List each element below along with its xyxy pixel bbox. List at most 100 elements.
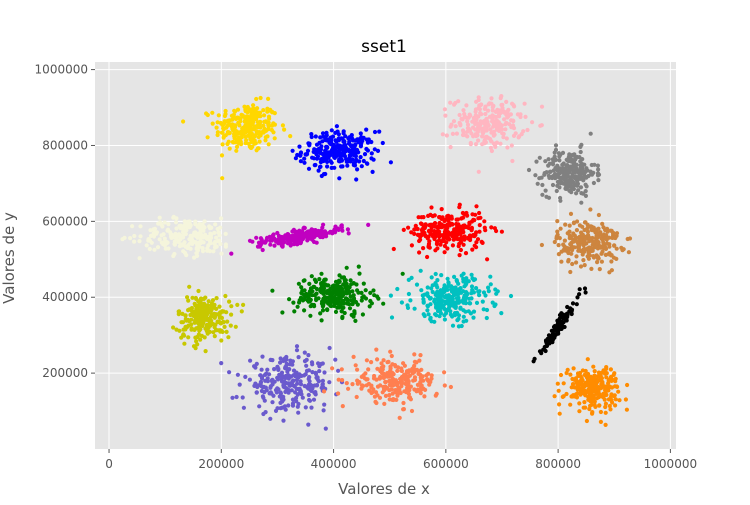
data-point [307,379,312,384]
data-point [579,200,584,205]
data-point [346,386,351,391]
data-point [253,381,258,386]
data-point [408,384,413,389]
data-point [504,99,509,104]
data-point [206,310,211,315]
data-point [325,164,330,169]
data-point [183,313,188,318]
data-point [543,159,548,164]
data-point [300,395,305,400]
data-point [354,157,359,162]
data-point [589,402,594,407]
data-point [286,403,291,408]
data-point [235,302,240,307]
data-point [265,379,270,384]
data-point [381,358,386,363]
data-point [556,243,561,248]
data-point [583,182,588,187]
data-point [418,380,423,385]
data-point [456,244,461,249]
data-point [577,401,582,406]
data-point [562,324,567,330]
data-point [197,231,202,236]
data-point [585,377,591,382]
data-point [419,367,424,372]
data-point [504,120,509,125]
data-point [219,338,224,343]
data-point [361,281,366,286]
data-point [474,286,479,291]
data-point [609,253,614,258]
data-point [539,242,545,248]
data-point [381,375,386,380]
data-point [599,259,605,264]
data-point [352,309,357,314]
data-point [569,385,574,390]
data-point [468,301,473,306]
data-point [183,231,188,237]
data-point [518,112,523,117]
data-point [226,131,231,136]
data-point [557,313,563,318]
data-point [482,137,487,142]
data-point [307,281,312,286]
data-point [460,128,466,133]
data-point [288,243,293,248]
data-point [404,388,409,393]
data-point [314,375,319,380]
data-point [466,115,471,120]
data-point [550,328,556,333]
data-point [321,300,326,306]
data-point [435,285,440,290]
data-point [613,397,618,402]
data-point [184,253,189,258]
data-point [558,372,564,378]
data-point [450,323,456,328]
data-point [364,161,369,166]
data-point [476,124,481,130]
data-point [313,279,319,284]
data-point [474,300,480,305]
data-point [306,353,311,358]
data-point [231,140,236,145]
data-point [468,140,473,146]
data-point [399,300,404,305]
data-point [305,298,310,303]
data-point [474,245,479,250]
data-point [521,129,526,134]
data-point [475,121,480,126]
data-point [588,245,593,250]
chart-title: sset1 [361,37,407,57]
data-point [614,231,620,236]
data-point [445,246,450,251]
data-point [623,397,629,402]
data-point [248,358,253,363]
data-point [399,380,404,385]
data-point [333,138,338,143]
data-point [443,299,448,304]
data-point [269,127,274,133]
data-point [334,124,339,129]
data-point [597,267,602,272]
data-point [493,114,498,120]
data-point [563,222,568,227]
data-point [247,127,252,132]
data-point [307,141,312,146]
data-point [435,239,440,244]
data-point [312,284,317,290]
data-point [558,195,563,201]
data-point [579,142,584,147]
data-point [302,160,307,165]
data-point [557,166,562,171]
data-point [508,293,514,299]
data-point [196,288,201,294]
data-point [383,379,388,385]
data-point [335,129,340,134]
data-point [229,113,234,118]
data-point [432,221,438,226]
data-point [401,400,406,406]
data-point [277,372,282,378]
data-point [436,229,441,234]
data-point [244,138,249,143]
data-point [366,367,371,372]
